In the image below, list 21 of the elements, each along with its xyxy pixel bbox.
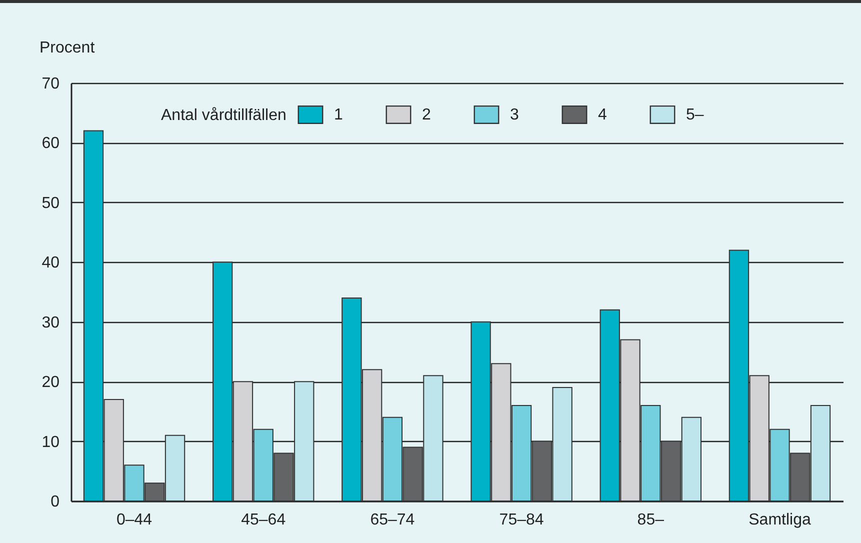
legend-title: Antal vårdtillfällen <box>161 107 286 124</box>
y-axis-title: Procent <box>40 40 96 56</box>
x-tick-label: Samtliga <box>748 512 811 528</box>
y-tick-label: 0 <box>50 494 60 510</box>
x-tick-label: 45–64 <box>241 512 286 528</box>
legend-label: 2 <box>422 106 431 124</box>
y-tick-label: 70 <box>42 76 60 92</box>
y-tick-label: 60 <box>42 135 60 152</box>
y-tick-label: 30 <box>42 314 60 332</box>
x-tick-label: 85– <box>637 512 664 528</box>
legend-label: 3 <box>510 106 519 124</box>
y-tick-label: 10 <box>42 434 60 451</box>
y-tick-label: 20 <box>42 374 60 392</box>
x-tick-label: 65–74 <box>370 512 415 528</box>
y-tick-label: 50 <box>42 194 60 212</box>
x-tick-label: 0–44 <box>116 512 152 528</box>
x-tick-label: 75–84 <box>499 512 544 528</box>
legend-label: 1 <box>334 106 343 124</box>
y-tick-label: 40 <box>42 254 60 272</box>
legend-label: 4 <box>598 106 607 124</box>
legend-label: 5– <box>686 106 704 124</box>
